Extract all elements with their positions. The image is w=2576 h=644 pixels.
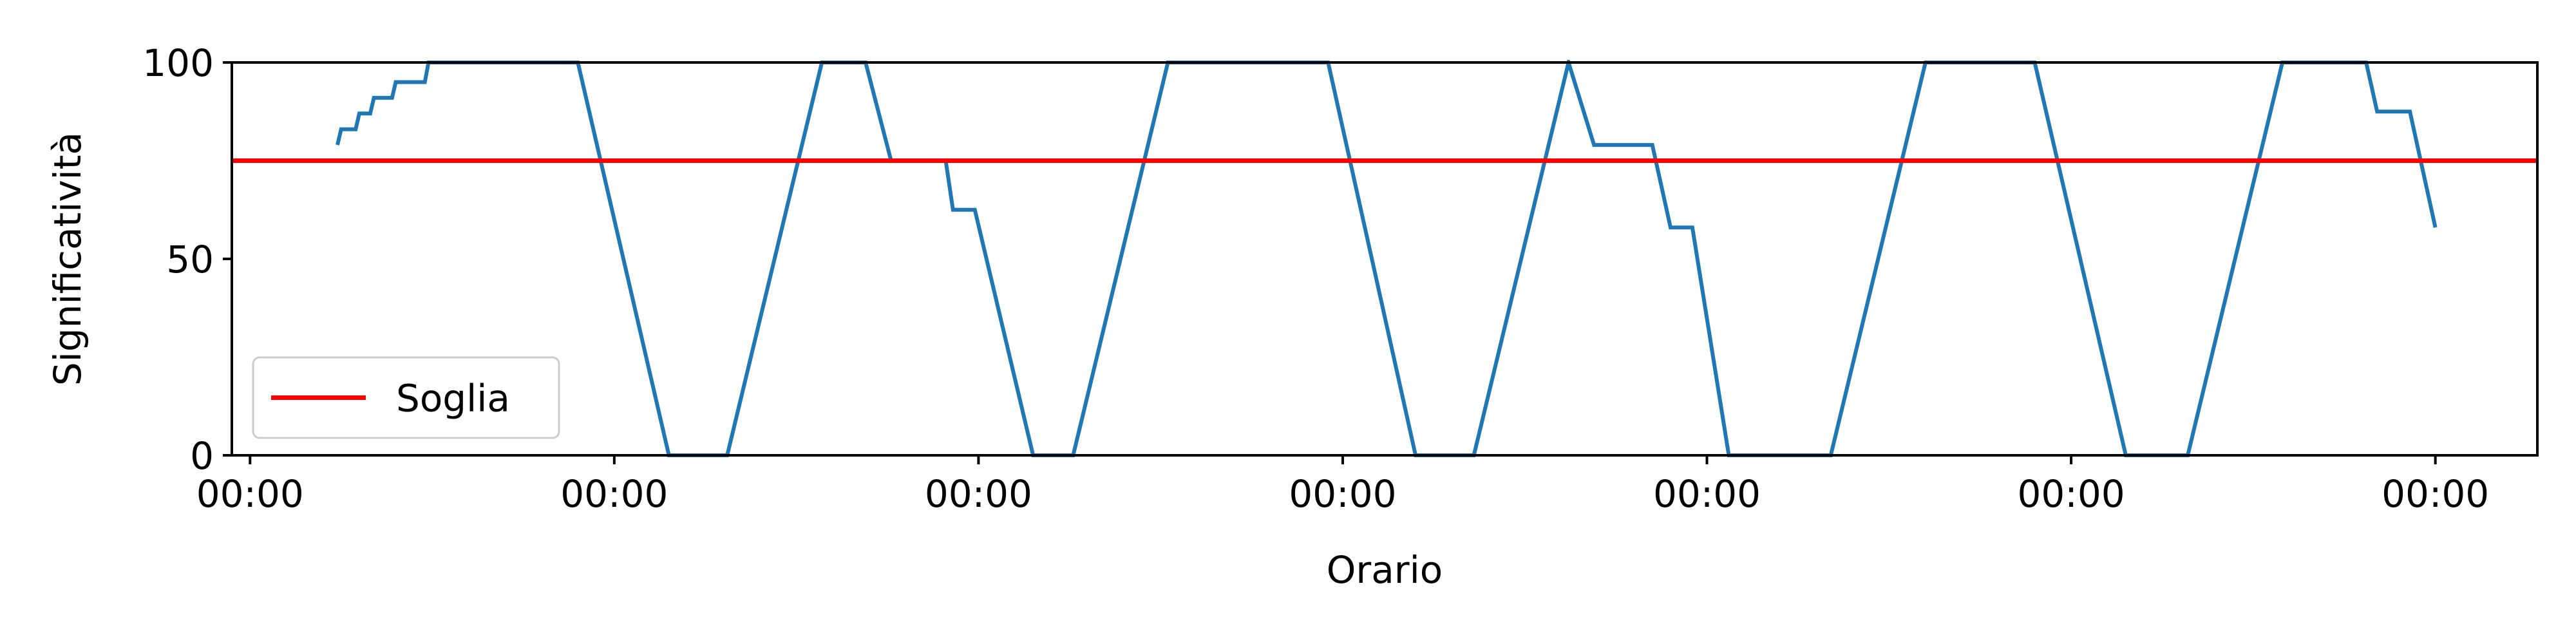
axes	[223, 61, 2539, 464]
tick-labels: 00:00 00:00 00:00 00:00 00:00 00:00 00:0005010…	[142, 41, 2489, 516]
y-tick-label: 100	[142, 41, 214, 85]
y-axis-title: Significatività	[46, 132, 90, 386]
y-tick-label: 0	[190, 434, 214, 478]
legend: Soglia	[252, 356, 560, 439]
x-tick-label: 00:00	[1289, 472, 1396, 516]
x-tick-label: 00:00	[925, 472, 1032, 516]
x-tick-label: 00:00	[2382, 472, 2489, 516]
x-tick-label: 00:00	[560, 472, 668, 516]
legend-label: Soglia	[396, 377, 510, 421]
x-tick-label: 00:00	[196, 472, 304, 516]
legend-box	[252, 356, 560, 439]
x-axis-title: Orario	[1327, 548, 1443, 592]
plot-area	[232, 60, 2537, 457]
x-tick-label: 00:00	[2018, 472, 2125, 516]
y-tick-label: 50	[166, 238, 214, 281]
plot-background	[232, 62, 2537, 455]
x-tick-label: 00:00	[1653, 472, 1761, 516]
